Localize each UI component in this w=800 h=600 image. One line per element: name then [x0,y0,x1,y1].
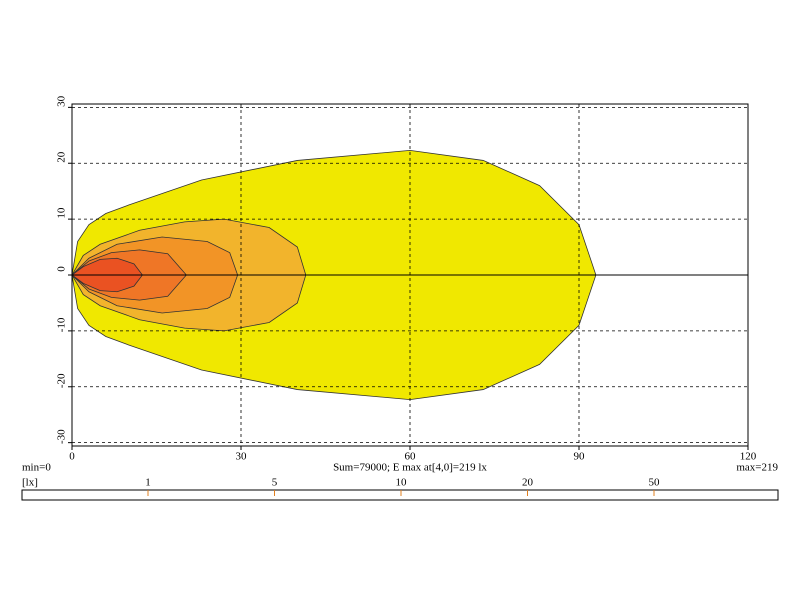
y-tick-label: -30 [56,429,68,444]
summary: Sum=79000; E max at[4,0]=219 lx [333,462,487,474]
scale-label: 10 [396,477,408,489]
x-tick-label: 90 [574,451,586,463]
y-tick-label: 20 [56,151,68,163]
y-tick-label: 10 [56,207,68,219]
x-tick-label: 30 [236,451,248,463]
y-tick-label: 0 [56,266,68,272]
x-tick-label: 120 [740,451,757,463]
x-tick-label: 0 [69,451,75,463]
y-tick-label: -20 [56,373,68,388]
max-label: max=219 [736,462,778,474]
scale-label: 50 [649,477,661,489]
y-tick-label: -10 [56,317,68,332]
y-tick-label: 30 [56,95,68,107]
unit-label: [lx] [22,477,38,489]
plot-frame [71,103,749,447]
scale-label: 5 [272,477,278,489]
x-tick-label: 60 [405,451,417,463]
scale-label: 20 [522,477,534,489]
scale-box [21,489,779,501]
scale-label: 1 [145,477,151,489]
min-label: min=0 [22,462,51,474]
